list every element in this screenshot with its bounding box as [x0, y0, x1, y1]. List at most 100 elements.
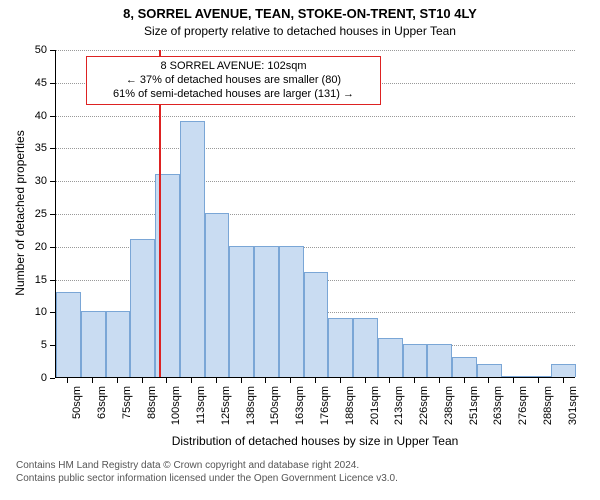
histogram-bar	[81, 311, 106, 377]
chart-container: 8, SORREL AVENUE, TEAN, STOKE-ON-TRENT, …	[0, 0, 600, 500]
histogram-bar	[526, 376, 551, 377]
chart-title: 8, SORREL AVENUE, TEAN, STOKE-ON-TRENT, …	[0, 6, 600, 21]
y-tick-mark	[50, 214, 55, 215]
x-tick-label: 188sqm	[344, 386, 356, 438]
y-tick-mark	[50, 345, 55, 346]
y-tick-mark	[50, 247, 55, 248]
y-tick-mark	[50, 378, 55, 379]
x-tick-label: 113sqm	[195, 386, 207, 438]
y-tick-label: 45	[0, 77, 47, 89]
x-tick-label: 75sqm	[121, 386, 133, 438]
plot-area: 8 SORREL AVENUE: 102sqm← 37% of detached…	[55, 50, 575, 378]
x-tick-label: 63sqm	[96, 386, 108, 438]
x-tick-label: 288sqm	[542, 386, 554, 438]
y-tick-label: 40	[0, 110, 47, 122]
annotation-box: 8 SORREL AVENUE: 102sqm← 37% of detached…	[86, 56, 381, 105]
histogram-bar	[254, 246, 279, 377]
x-tick-label: 251sqm	[468, 386, 480, 438]
x-tick-label: 263sqm	[492, 386, 504, 438]
annotation-line: 61% of semi-detached houses are larger (…	[93, 88, 374, 102]
x-tick-mark	[67, 378, 68, 383]
annotation-line: 8 SORREL AVENUE: 102sqm	[93, 60, 374, 74]
x-tick-mark	[191, 378, 192, 383]
histogram-bar	[180, 121, 205, 377]
annotation-line: ← 37% of detached houses are smaller (80…	[93, 74, 374, 88]
x-tick-mark	[265, 378, 266, 383]
x-tick-mark	[290, 378, 291, 383]
y-tick-label: 0	[0, 372, 47, 384]
x-tick-mark	[414, 378, 415, 383]
histogram-bar	[378, 338, 403, 377]
histogram-bar	[130, 239, 155, 377]
grid-line	[56, 181, 575, 182]
x-tick-mark	[563, 378, 564, 383]
x-tick-label: 88sqm	[146, 386, 158, 438]
x-tick-label: 163sqm	[294, 386, 306, 438]
footer-attribution: Contains HM Land Registry data © Crown c…	[16, 460, 600, 485]
x-tick-mark	[439, 378, 440, 383]
histogram-bar	[279, 246, 304, 377]
x-tick-mark	[241, 378, 242, 383]
x-tick-mark	[513, 378, 514, 383]
x-tick-mark	[117, 378, 118, 383]
y-tick-label: 15	[0, 274, 47, 286]
histogram-bar	[353, 318, 378, 377]
y-tick-label: 50	[0, 44, 47, 56]
y-tick-mark	[50, 116, 55, 117]
x-tick-mark	[538, 378, 539, 383]
footer-line-1: Contains HM Land Registry data © Crown c…	[16, 460, 600, 473]
x-tick-label: 201sqm	[369, 386, 381, 438]
histogram-bar	[551, 364, 576, 377]
grid-line	[56, 50, 575, 51]
x-tick-mark	[315, 378, 316, 383]
x-tick-mark	[365, 378, 366, 383]
y-tick-mark	[50, 181, 55, 182]
x-tick-label: 50sqm	[71, 386, 83, 438]
histogram-bar	[229, 246, 254, 377]
chart-subtitle: Size of property relative to detached ho…	[0, 24, 600, 38]
histogram-bar	[502, 376, 527, 377]
x-tick-label: 276sqm	[517, 386, 529, 438]
x-tick-mark	[166, 378, 167, 383]
x-tick-label: 238sqm	[443, 386, 455, 438]
x-tick-label: 226sqm	[418, 386, 430, 438]
x-tick-label: 301sqm	[567, 386, 579, 438]
y-tick-label: 5	[0, 339, 47, 351]
y-tick-mark	[50, 280, 55, 281]
histogram-bar	[304, 272, 329, 377]
x-tick-mark	[340, 378, 341, 383]
y-tick-mark	[50, 83, 55, 84]
grid-line	[56, 214, 575, 215]
x-tick-label: 138sqm	[245, 386, 257, 438]
histogram-bar	[403, 344, 428, 377]
y-tick-mark	[50, 50, 55, 51]
y-tick-label: 35	[0, 142, 47, 154]
footer-line-2: Contains public sector information licen…	[16, 473, 600, 486]
x-tick-mark	[216, 378, 217, 383]
y-tick-label: 25	[0, 208, 47, 220]
histogram-bar	[427, 344, 452, 377]
histogram-bar	[106, 311, 131, 377]
x-tick-label: 150sqm	[269, 386, 281, 438]
histogram-bar	[56, 292, 81, 377]
x-tick-mark	[92, 378, 93, 383]
y-tick-label: 20	[0, 241, 47, 253]
x-tick-mark	[389, 378, 390, 383]
grid-line	[56, 116, 575, 117]
x-tick-label: 213sqm	[393, 386, 405, 438]
x-tick-mark	[142, 378, 143, 383]
x-tick-label: 125sqm	[220, 386, 232, 438]
y-tick-mark	[50, 312, 55, 313]
y-tick-label: 30	[0, 175, 47, 187]
histogram-bar	[328, 318, 353, 377]
y-tick-mark	[50, 148, 55, 149]
x-tick-mark	[464, 378, 465, 383]
y-tick-label: 10	[0, 306, 47, 318]
histogram-bar	[477, 364, 502, 377]
histogram-bar	[205, 213, 230, 377]
grid-line	[56, 148, 575, 149]
histogram-bar	[452, 357, 477, 377]
x-tick-label: 176sqm	[319, 386, 331, 438]
x-tick-label: 100sqm	[170, 386, 182, 438]
x-tick-mark	[488, 378, 489, 383]
